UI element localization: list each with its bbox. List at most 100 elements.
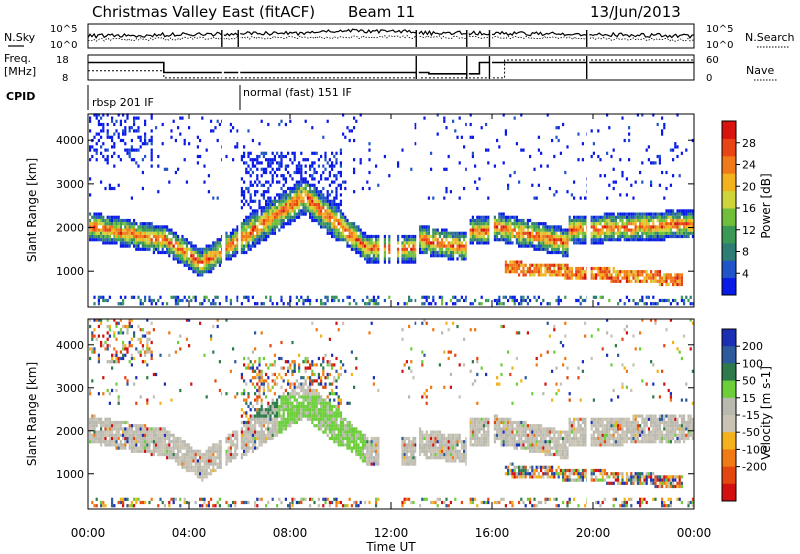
range-cell (658, 279, 661, 283)
range-cell (273, 427, 276, 431)
range-cell (284, 212, 287, 216)
range-cell (247, 295, 250, 299)
range-cell (537, 234, 540, 239)
range-cell (540, 247, 543, 251)
range-cell (432, 196, 435, 200)
range-cell (161, 302, 164, 306)
range-cell (529, 218, 532, 223)
range-cell (353, 126, 356, 130)
range-cell (487, 148, 490, 152)
range-cell (243, 449, 246, 453)
range-cell (91, 420, 94, 425)
range-cell (661, 228, 664, 232)
range-cell (152, 250, 155, 255)
range-cell (557, 250, 560, 255)
range-cell (146, 363, 149, 367)
range-cell (203, 247, 206, 251)
range-cell (504, 238, 507, 242)
range-cell (89, 420, 92, 425)
range-cell (108, 241, 111, 245)
range-cell (311, 209, 314, 213)
range-cell (306, 392, 309, 396)
range-cell (168, 456, 171, 460)
range-cell (183, 452, 186, 457)
range-cell (375, 244, 378, 248)
range-cell (262, 392, 265, 396)
range-cell (650, 228, 653, 232)
range-cell (126, 241, 129, 245)
range-cell (247, 234, 250, 239)
range-cell (212, 459, 215, 463)
range-cell (240, 199, 243, 203)
range-cell (480, 231, 483, 235)
range-cell (300, 164, 303, 168)
range-cell (207, 270, 210, 274)
range-cell (249, 433, 252, 437)
range-cell (302, 382, 305, 386)
range-cell (526, 218, 529, 223)
range-cell (564, 231, 567, 235)
range-cell (218, 456, 221, 460)
range-cell (119, 318, 122, 322)
range-cell (240, 206, 243, 210)
range-cell (190, 254, 193, 258)
range-cell (159, 436, 162, 441)
range-cell (124, 126, 127, 130)
range-cell (205, 263, 208, 267)
range-cell (100, 436, 103, 441)
range-cell (278, 408, 281, 412)
range-cell (306, 196, 309, 200)
range-cell (95, 337, 98, 341)
range-cell (427, 234, 430, 239)
range-cell (106, 430, 109, 434)
range-cell (291, 395, 294, 399)
range-cell (476, 218, 479, 223)
range-cell (478, 234, 481, 239)
range-cell (170, 241, 173, 245)
range-cell (236, 446, 239, 450)
range-cell (256, 234, 259, 239)
range-cell (141, 142, 144, 146)
range-cell (243, 356, 246, 361)
range-cell (482, 238, 485, 242)
range-cell (546, 270, 549, 274)
range-cell (269, 222, 272, 226)
range-cell (537, 295, 540, 299)
range-cell (388, 244, 391, 248)
range-cell (577, 266, 580, 271)
range-cell (183, 158, 186, 162)
range-cell (597, 241, 600, 245)
range-cell (643, 225, 646, 229)
range-cell (280, 398, 283, 402)
range-cell (245, 167, 248, 171)
range-cell (669, 276, 672, 280)
range-cell (680, 276, 683, 280)
range-cell (595, 218, 598, 223)
range-cell (276, 206, 279, 210)
range-cell (267, 385, 270, 389)
range-cell (326, 295, 329, 299)
range-cell (218, 462, 221, 466)
range-cell (683, 225, 686, 229)
range-cell (632, 196, 635, 200)
range-cell (152, 298, 155, 303)
range-cell (163, 244, 166, 248)
range-cell (188, 126, 191, 130)
range-cell (179, 446, 182, 450)
range-cell (137, 244, 140, 248)
range-cell (654, 228, 657, 232)
range-cell (144, 241, 147, 245)
range-cell (205, 270, 208, 274)
range-cell (619, 212, 622, 216)
range-cell (333, 180, 336, 184)
range-cell (344, 234, 347, 239)
range-cell (603, 270, 606, 274)
range-cell (115, 353, 118, 357)
range-cell (350, 225, 353, 229)
range-cell (520, 302, 523, 306)
range-cell (256, 366, 259, 370)
range-cell (201, 250, 204, 255)
range-cell (445, 250, 448, 255)
range-cell (234, 452, 237, 457)
